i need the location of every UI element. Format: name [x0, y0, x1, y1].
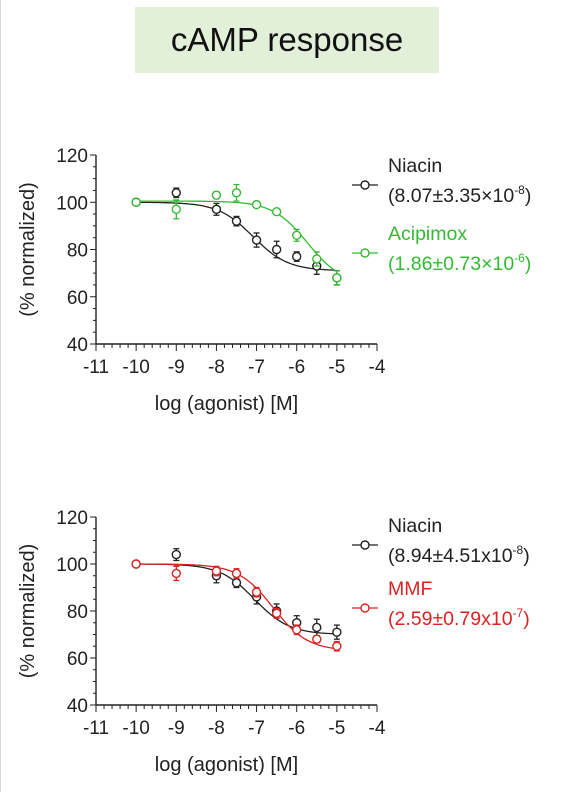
y-tick-label: 40 — [67, 335, 88, 356]
legend-name: Acipimox — [388, 223, 467, 245]
y-tick-label: 100 — [56, 193, 88, 214]
data-point — [332, 273, 342, 283]
legend-value: (2.59±0.79x10-7) — [388, 606, 530, 630]
data-point — [171, 204, 181, 215]
data-point — [271, 244, 282, 255]
legend-value: (8.07±3.35×10-8) — [388, 183, 531, 207]
legend-item-acipimox: Acipimox (1.86±0.73×10-6) — [352, 223, 531, 275]
legend-value-exponent: -6 — [514, 251, 525, 265]
y-tick-label: 120 — [56, 146, 88, 167]
title-box: cAMP response — [135, 7, 439, 73]
data-point — [332, 627, 342, 637]
y-tick-label: 80 — [67, 602, 88, 623]
y-tick-label: 40 — [67, 696, 88, 717]
legend-marker — [360, 248, 370, 258]
legend-name: MMF — [388, 578, 432, 600]
x-tick-label: -10 — [122, 718, 149, 739]
data-point — [131, 559, 141, 569]
data-point — [312, 254, 322, 264]
data-point — [131, 197, 141, 207]
series-niacin — [131, 548, 342, 640]
x-axis-label: log (agonist) [M] — [155, 754, 298, 776]
legend-value-main: (8.94±4.51x10 — [388, 545, 513, 567]
data-point — [292, 625, 302, 635]
series-acipimox — [131, 183, 342, 286]
legend-value-exponent: -8 — [513, 543, 524, 557]
legend-name: Niacin — [388, 155, 442, 177]
fit-curve — [136, 200, 336, 271]
x-tick-label: -4 — [369, 357, 386, 378]
legend-value: (8.94±4.51x10-8) — [388, 543, 530, 567]
x-tick-label: -4 — [369, 718, 386, 739]
y-axis-label: (% normalized) — [17, 544, 39, 678]
x-tick-label: -7 — [248, 718, 265, 739]
x-tick-label: -11 — [83, 357, 109, 378]
legend-item-niacin: Niacin (8.07±3.35×10-8) — [352, 155, 531, 207]
fit-curve — [136, 201, 335, 271]
legend-value: (1.86±0.73×10-6) — [388, 251, 531, 275]
data-point — [251, 235, 262, 245]
legend-marker — [360, 180, 370, 190]
x-tick-label: -8 — [208, 718, 225, 739]
data-point — [231, 578, 242, 588]
legend-value-close: ) — [525, 185, 532, 207]
x-tick-label: -5 — [328, 357, 345, 378]
legend-value-main: (2.59±0.79x10 — [388, 608, 513, 630]
y-tick-label: 100 — [56, 555, 88, 576]
legend-value-main: (1.86±0.73×10 — [388, 253, 514, 275]
data-point — [211, 204, 222, 215]
data-point — [271, 608, 282, 619]
legend-marker — [360, 603, 370, 613]
y-tick-label: 60 — [67, 649, 88, 670]
legend-item-mmf: MMF (2.59±0.79x10-7) — [352, 578, 530, 630]
y-tick-label: 120 — [56, 508, 88, 529]
x-tick-label: -5 — [328, 718, 345, 739]
series-mmf — [131, 559, 342, 652]
x-tick-label: -7 — [248, 357, 265, 378]
data-point — [231, 568, 242, 579]
y-tick-label: 60 — [67, 288, 88, 309]
data-point — [292, 251, 302, 262]
x-axis-label: log (agonist) [M] — [155, 393, 298, 415]
legend-value-close: ) — [523, 545, 530, 567]
x-tick-label: -11 — [83, 718, 109, 739]
data-point — [312, 634, 322, 644]
chart-2: 40 60 80 100 120 -11 -10 -9 -8 -7 -6 -5 -4 log (agoni… — [17, 508, 530, 776]
data-point — [171, 568, 181, 579]
x-tick-label: -9 — [168, 718, 185, 739]
legend-value-main: (8.07±3.35×10 — [388, 185, 514, 207]
data-point — [231, 188, 242, 198]
legend-marker — [360, 540, 370, 550]
data-point — [292, 230, 302, 241]
x-tick-label: -6 — [288, 718, 305, 739]
x-tick-label: -8 — [208, 357, 225, 378]
data-point — [271, 206, 282, 217]
legend-item-niacin: Niacin (8.94±4.51x10-8) — [352, 515, 530, 567]
y-axis-label: (% normalized) — [17, 182, 39, 316]
x-tick-label: -9 — [168, 357, 185, 378]
data-point — [251, 199, 262, 210]
data-point — [211, 190, 222, 200]
y-tick-label: 80 — [67, 241, 88, 262]
legend-value-close: ) — [523, 608, 530, 630]
legend-value-exponent: -8 — [514, 183, 525, 197]
data-point — [211, 566, 222, 576]
data-point — [171, 188, 181, 198]
page-title: cAMP response — [170, 21, 404, 58]
data-point — [231, 216, 242, 226]
legend-value-exponent: -7 — [513, 606, 524, 620]
x-tick-label: -10 — [122, 357, 149, 378]
page-edge-rule — [0, 0, 1, 792]
x-tick-label: -6 — [288, 357, 305, 378]
chart-1: 40 60 80 100 120 -11 -10 -9 -8 -7 -6 -5 -4 log (agoni… — [17, 146, 531, 415]
legend-value-close: ) — [525, 253, 532, 275]
legend-name: Niacin — [388, 515, 442, 537]
data-point — [332, 641, 342, 651]
data-point — [171, 549, 181, 560]
data-point — [312, 622, 322, 633]
data-point — [251, 587, 262, 597]
